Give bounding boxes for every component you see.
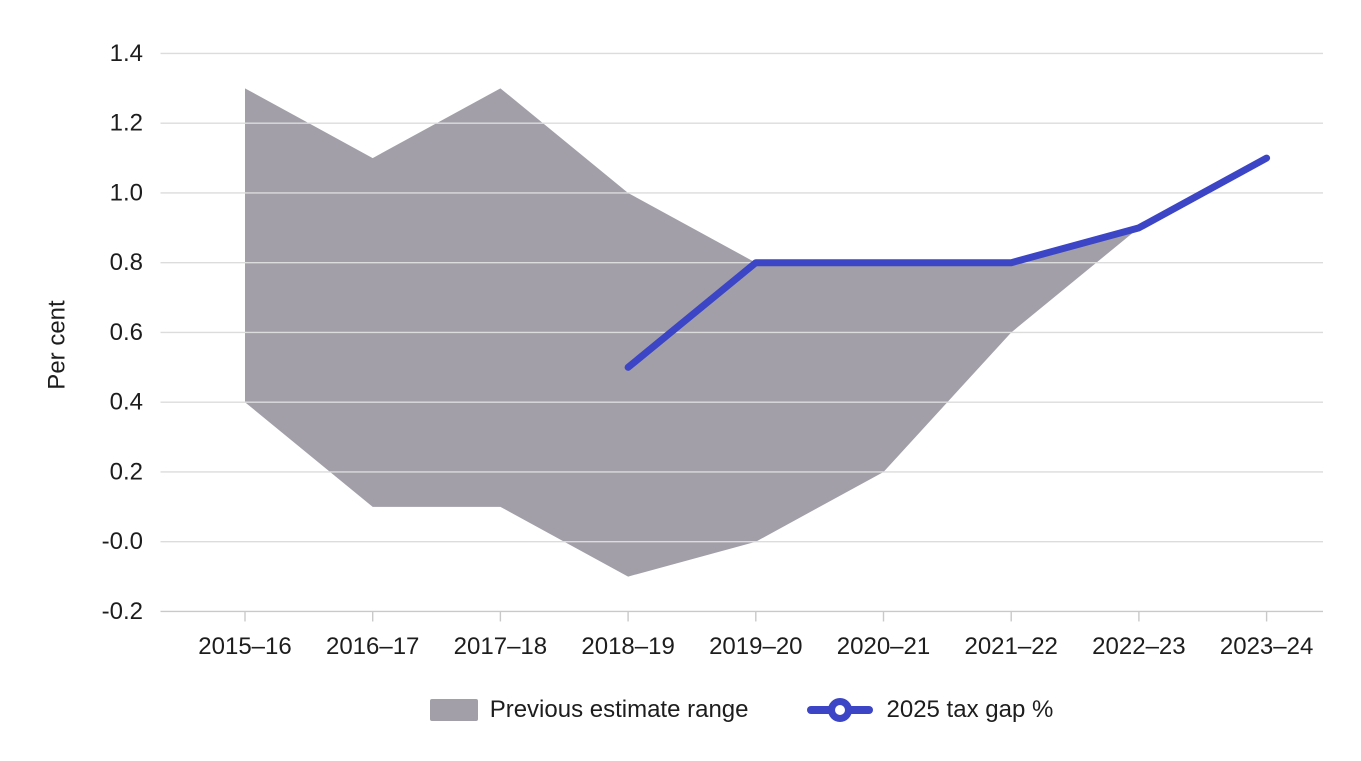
x-tick-label: 2020–21 xyxy=(837,633,930,660)
x-tick-label: 2021–22 xyxy=(964,633,1057,660)
range-swatch-icon xyxy=(429,699,478,721)
x-tick-label: 2017–18 xyxy=(454,633,547,660)
x-tick-label: 2022–23 xyxy=(1092,633,1185,660)
y-tick-label: 0.4 xyxy=(110,389,143,416)
line-marker-dot-icon xyxy=(827,698,852,722)
y-tick-label: 1.2 xyxy=(110,110,143,137)
y-tick-label: -0.2 xyxy=(102,598,143,625)
legend-label: 2025 tax gap % xyxy=(886,696,1054,723)
y-tick-label: 0.8 xyxy=(110,249,143,276)
x-tick-label: 2019–20 xyxy=(709,633,802,660)
legend-item-tax-gap-line: 2025 tax gap % xyxy=(806,696,1054,724)
chart-legend: Previous estimate range 2025 tax gap % xyxy=(160,690,1323,730)
x-tick-label: 2015–16 xyxy=(198,633,291,660)
y-axis-title: Per cent xyxy=(44,300,71,390)
legend-label: Previous estimate range xyxy=(489,696,749,723)
y-tick-label: 1.4 xyxy=(110,40,143,67)
y-tick-label: -0.0 xyxy=(102,528,143,555)
tax-gap-line xyxy=(624,154,1271,371)
legend-item-previous-estimate-range: Previous estimate range xyxy=(429,696,749,724)
x-tick-label: 2016–17 xyxy=(326,633,419,660)
y-tick-label: 1.0 xyxy=(110,179,143,206)
y-tick-label: 0.6 xyxy=(110,319,143,346)
x-tick-label: 2023–24 xyxy=(1220,633,1313,660)
x-tick-label: 2018–19 xyxy=(581,633,674,660)
y-tick-label: 0.2 xyxy=(110,458,143,485)
line-marker-icon xyxy=(806,698,873,722)
